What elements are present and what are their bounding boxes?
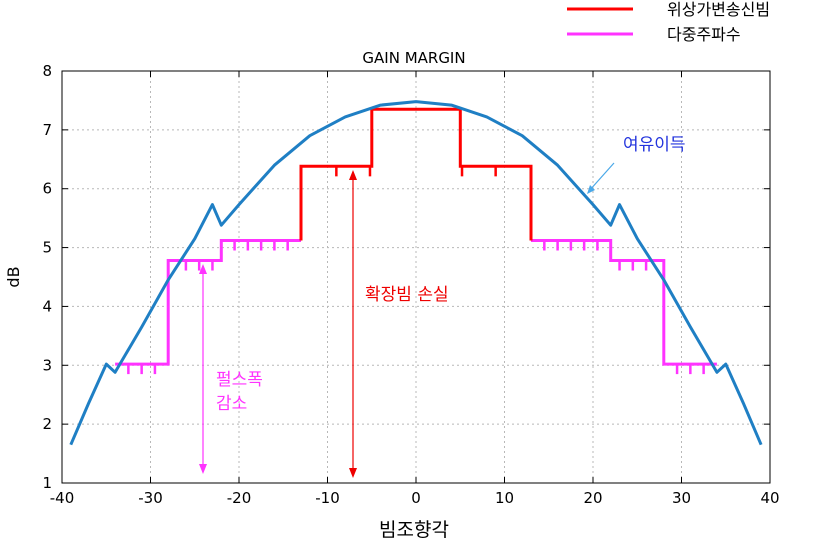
- x-tick-label: 20: [583, 489, 602, 507]
- margin-arrowhead: [587, 185, 595, 194]
- margin-label: 여유이득: [623, 135, 686, 155]
- y-tick-label: 1: [42, 474, 52, 492]
- chart-title: GAIN MARGIN: [362, 49, 465, 67]
- multifreq-step-left: [115, 239, 301, 366]
- y-tick-label: 6: [42, 180, 52, 198]
- multifreq-step-right: [531, 239, 717, 366]
- margin-arrow: [588, 162, 615, 192]
- expand-loss-label: 확장빔 손실: [365, 285, 449, 305]
- legend-label-phase: 위상가변송신빔: [667, 0, 770, 19]
- x-tick-label: 30: [672, 489, 691, 507]
- y-tick-label: 7: [42, 121, 52, 139]
- x-axis-label: 빔조향각: [379, 519, 449, 541]
- y-tick-label: 4: [42, 297, 52, 315]
- y-tick-label: 2: [42, 415, 52, 433]
- series-layer: [69, 100, 763, 446]
- y-axis-label: dB: [4, 266, 23, 287]
- x-tick-label: -30: [138, 489, 163, 507]
- phase-step: [299, 107, 533, 241]
- x-tick-label: -20: [227, 489, 252, 507]
- y-tick-label: 5: [42, 239, 52, 257]
- gain-curve: [69, 100, 763, 446]
- x-axis-ticks: -40 -30 -20 -10 0 10 20 30 40: [50, 71, 780, 507]
- x-tick-label: 10: [495, 489, 514, 507]
- x-tick-label: -10: [315, 489, 340, 507]
- pulse-arrowhead-top: [199, 264, 207, 274]
- annotation-margin: 여유이득: [587, 135, 686, 194]
- y-tick-label: 3: [42, 356, 52, 374]
- x-tick-label: -40: [50, 489, 75, 507]
- x-tick-label: 0: [411, 489, 421, 507]
- expand-loss-arrowhead-top: [349, 170, 357, 180]
- pulse-label-line2: 감소: [216, 394, 247, 414]
- annotation-pulse: 펄스폭 감소: [199, 264, 263, 474]
- y-tick-label: 8: [42, 62, 52, 80]
- legend-label-multifreq: 다중주파수: [667, 25, 741, 44]
- annotation-expand-loss: 확장빔 손실: [349, 170, 449, 478]
- pulse-arrowhead-bottom: [199, 464, 207, 474]
- expand-loss-arrowhead-bottom: [349, 468, 357, 478]
- pulse-label-line1: 펄스폭: [216, 370, 263, 390]
- legend: 위상가변송신빔 다중주파수: [567, 0, 770, 44]
- x-tick-label: 40: [760, 489, 779, 507]
- grid: [62, 71, 770, 483]
- y-axis-ticks: 1 2 3 4 5 6 7 8: [42, 62, 770, 492]
